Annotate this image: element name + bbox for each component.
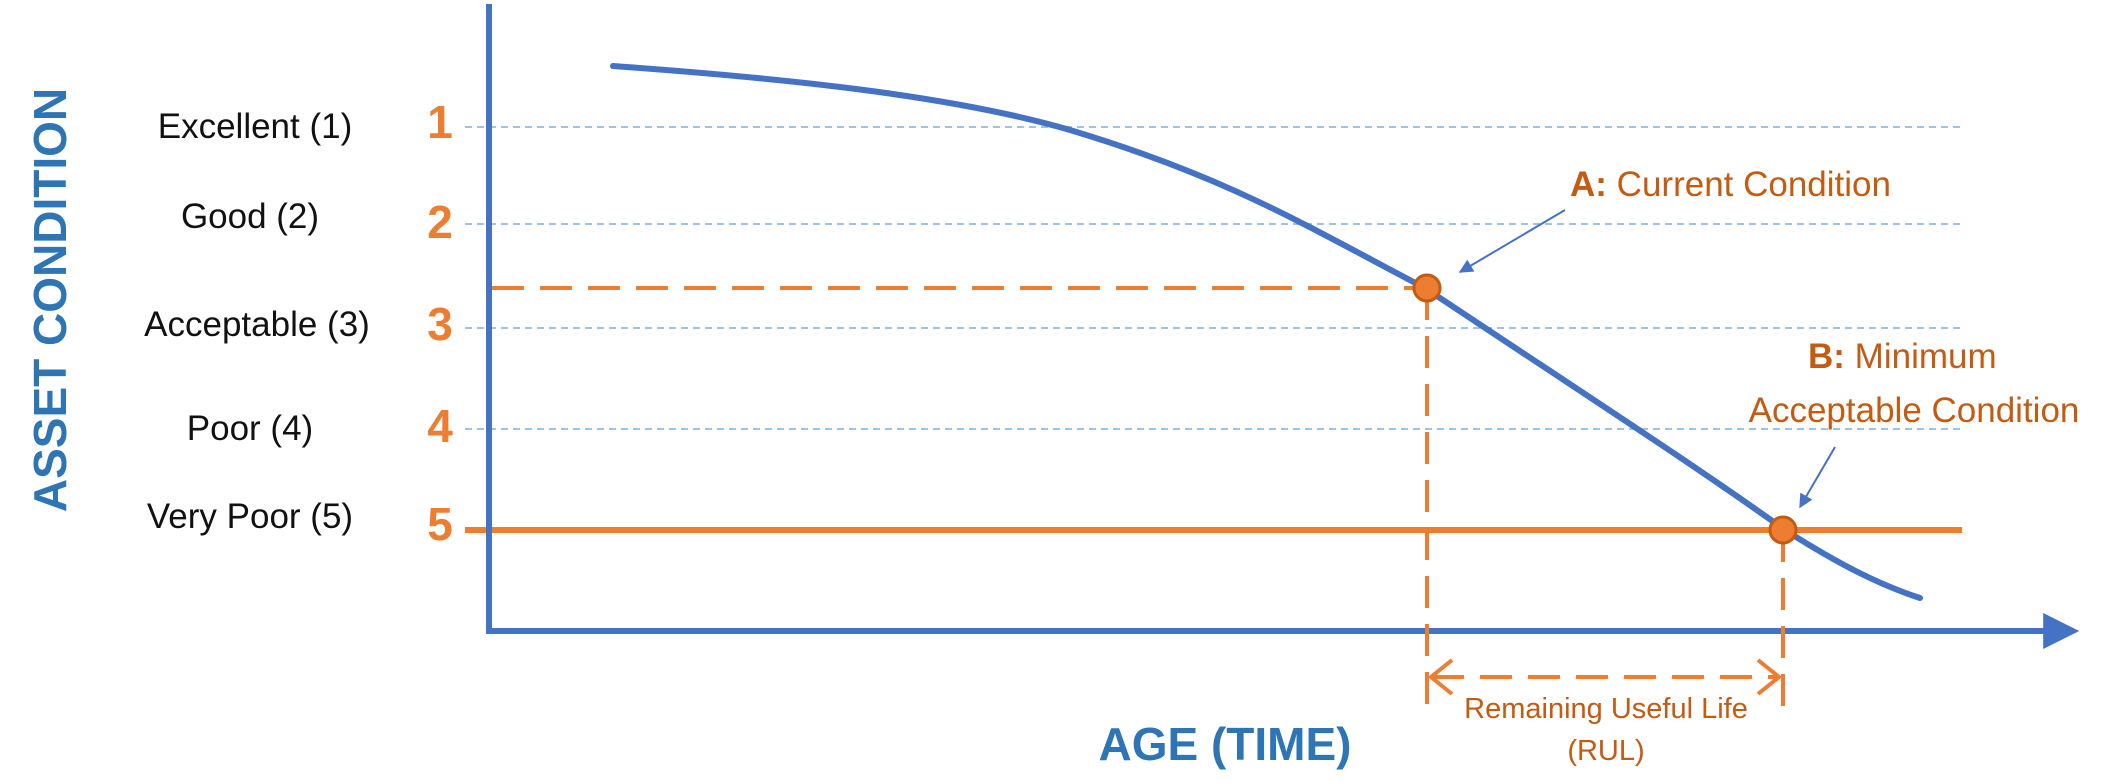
y-axis-title: ASSET CONDITION [24,88,76,512]
level-label-4: Poor (4) [187,409,313,448]
level-number-2: 2 [427,196,453,248]
rul-label-line1: Remaining Useful Life [1464,693,1748,725]
point-a-pointer [1458,209,1566,273]
rul-arrowhead-left [1427,658,1454,696]
level-label-3: Acceptable (3) [144,305,370,344]
rul-arrowhead-right [1756,658,1783,696]
level-label-2: Good (2) [181,197,319,236]
level-number-3: 3 [427,298,453,350]
point-b-callout-line1: B: Minimum [1808,337,1997,376]
level-number-1: 1 [427,96,453,148]
point-a-prefix: A: [1570,165,1607,204]
level-label-5: Very Poor (5) [147,497,353,536]
point-a-text: Current Condition [1617,165,1891,204]
point-b-prefix: B: [1808,337,1845,376]
point-a-callout: A: Current Condition [1570,165,1891,204]
rul-label-line2: (RUL) [1567,735,1644,767]
point-b-pointer [1799,446,1836,509]
point-a-marker [1412,273,1442,303]
level-number-5: 5 [427,498,453,550]
point-b-line1: Minimum [1855,337,1997,376]
point-b-marker [1768,515,1798,545]
deterioration-curve [610,63,1923,601]
point-b-line2: Acceptable Condition [1749,391,2080,430]
level-label-1: Excellent (1) [158,107,353,146]
x-axis-title: AGE (TIME) [1099,718,1352,770]
level-number-4: 4 [427,400,453,452]
